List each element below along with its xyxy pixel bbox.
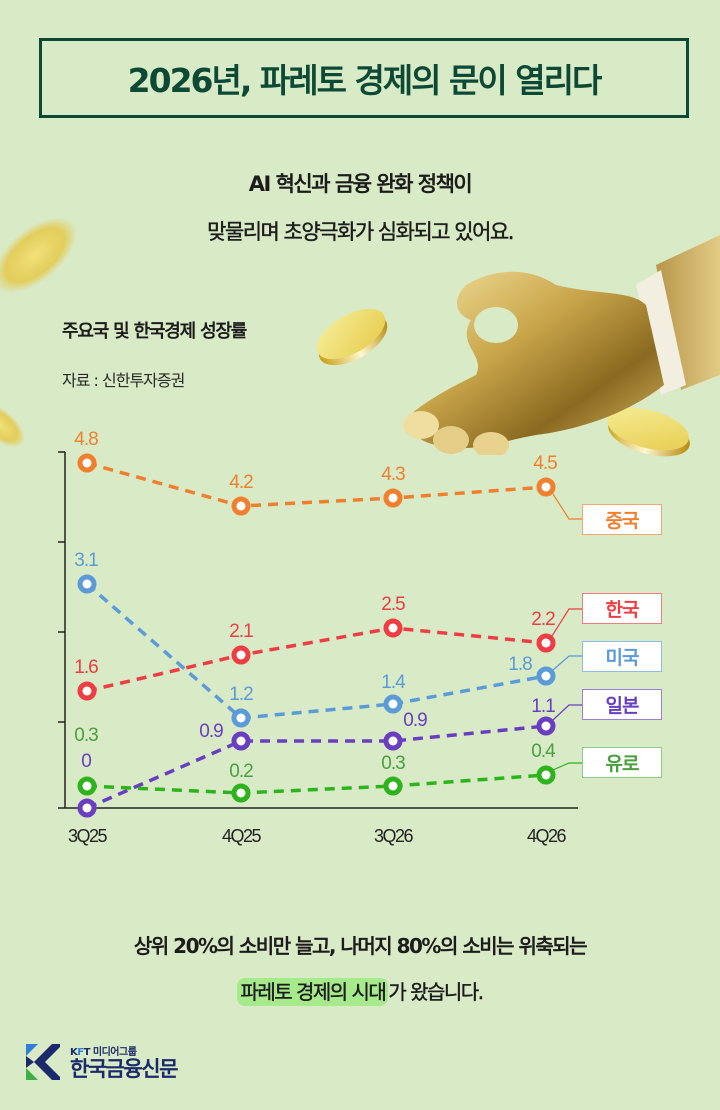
markers-usa — [77, 574, 556, 728]
conclusion-line-2: 파레토 경제의 시대 가 왔습니다. — [0, 976, 720, 1006]
highlighted-phrase: 파레토 경제의 시대 — [237, 978, 389, 1006]
data-label-usa-3q25: 3.1 — [74, 550, 98, 571]
data-label-japan-4q26: 1.1 — [531, 696, 555, 717]
series-line-usa — [85, 582, 547, 720]
data-label-china-3q25: 4.8 — [74, 429, 98, 450]
data-label-euro-4q25: 0.2 — [229, 761, 253, 782]
series-line-japan — [86, 724, 547, 810]
series-line-euro — [86, 773, 547, 795]
k-logo-icon — [26, 1044, 60, 1081]
data-label-usa-4q25: 1.2 — [229, 684, 253, 705]
data-label-euro-3q26: 0.3 — [381, 753, 405, 774]
data-label-korea-4q25: 2.1 — [229, 621, 253, 642]
data-label-korea-3q26: 2.5 — [381, 594, 405, 615]
logo-f: F — [77, 1047, 84, 1058]
data-label-korea-3q25: 1.6 — [74, 657, 98, 678]
y-axis — [58, 451, 66, 808]
conclusion-line-1: 상위 20%의 소비만 늘고, 나머지 80%의 소비는 위축되는 — [133, 934, 588, 958]
legend-usa: 미국 — [582, 641, 662, 672]
markers-china — [77, 453, 556, 516]
logo-name: 한국금융신문 — [70, 1057, 178, 1081]
data-label-china-4q25: 4.2 — [229, 472, 253, 493]
leader-line-usa — [552, 655, 583, 671]
leader-line-euro — [552, 762, 583, 771]
data-label-euro-4q26: 0.4 — [531, 741, 556, 762]
chart-title: 주요국 및 한국경제 성장률 — [62, 321, 247, 342]
logo-k: K — [70, 1047, 78, 1058]
data-label-china-3q26: 4.3 — [381, 464, 405, 485]
markers-euro — [77, 765, 556, 803]
x-tick-3q26: 3Q26 — [374, 826, 414, 846]
data-label-usa-3q26: 1.4 — [381, 672, 406, 693]
conclusion-line-2-rest: 가 왔습니다. — [388, 980, 484, 1004]
page-title: 2026년, 파레토 경제의 문이 열리다 — [127, 61, 603, 100]
legend-label-usa: 미국 — [605, 647, 640, 669]
data-label-japan-4q25: 0.9 — [199, 721, 223, 742]
leader-line-china — [552, 493, 583, 520]
publisher-logo: KFT 미디어그룹 한국금융신문 — [26, 1043, 178, 1081]
data-label-usa-4q26: 1.8 — [508, 654, 532, 675]
logo-t: T — [83, 1047, 91, 1058]
chart-source: 자료 : 신한투자증권 — [62, 371, 185, 390]
logo-media-group: 미디어그룹 — [89, 1047, 137, 1058]
legend-euro: 유로 — [582, 747, 662, 778]
logo-subtitle: KFT 미디어그룹 — [70, 1043, 177, 1058]
leader-line-korea — [551, 608, 583, 637]
x-tick-3q25: 3Q25 — [68, 826, 108, 846]
data-label-korea-4q26: 2.2 — [531, 609, 555, 630]
data-label-euro-3q25: 0.3 — [74, 725, 98, 746]
title-box: 2026년, 파레토 경제의 문이 열리다 — [39, 38, 689, 118]
intro-line-2: 맞물리며 초양극화가 심화되고 있어요. — [207, 220, 515, 244]
leader-line-japan — [552, 704, 583, 721]
x-tick-4q26: 4Q26 — [527, 826, 567, 846]
data-label-china-4q26: 4.5 — [533, 453, 557, 474]
x-tick-4q25: 4Q25 — [222, 826, 262, 846]
legend-label-euro: 유로 — [605, 753, 640, 775]
legend-label-korea: 한국 — [605, 599, 640, 621]
markers-japan — [77, 716, 556, 818]
data-label-japan-3q25: 0 — [81, 751, 91, 772]
legend-china: 중국 — [582, 504, 662, 535]
legend-korea: 한국 — [582, 593, 662, 624]
legend-japan: 일본 — [582, 689, 662, 720]
markers-korea — [77, 618, 556, 701]
data-label-japan-3q26: 0.9 — [403, 710, 427, 731]
intro-line-1: AI 혁신과 금융 완화 정책이 — [248, 172, 473, 196]
series-line-china — [86, 461, 547, 508]
line-chart: 4.8 4.2 4.3 4.5 3.1 1.2 1.4 1.8 1.6 2.1 … — [58, 429, 583, 846]
series-line-korea — [86, 626, 547, 693]
legend-label-japan: 일본 — [605, 695, 640, 717]
legend-label-china: 중국 — [605, 510, 640, 532]
